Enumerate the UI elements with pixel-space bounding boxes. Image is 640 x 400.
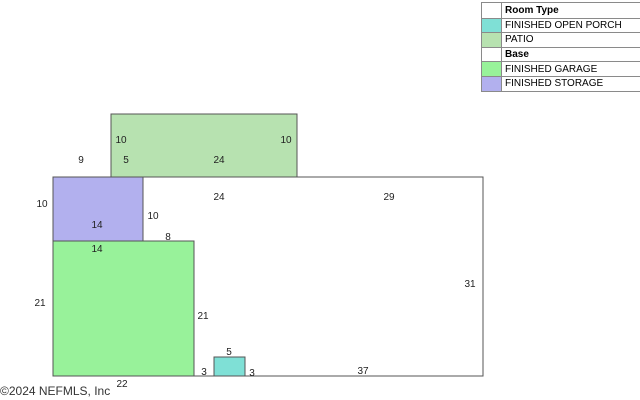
patio-dim-right: 10: [280, 135, 292, 146]
base-dim-8: 8: [165, 232, 171, 243]
legend-label: PATIO: [505, 34, 534, 46]
storage-dim-bottom: 14: [91, 244, 103, 255]
legend-swatch: [482, 62, 502, 76]
legend-item-finished-storage: FINISHED STORAGE: [482, 75, 640, 91]
patio-dim-bottom-left: 5: [123, 155, 129, 166]
legend-swatch: [482, 47, 502, 62]
legend-swatch: [482, 33, 502, 47]
legend-heading-base: Base: [482, 46, 640, 62]
patio-dim-left: 10: [115, 135, 127, 146]
base-dim-29: 29: [383, 192, 395, 203]
copyright-text: ©2024 NEFMLS, Inc: [0, 384, 111, 398]
legend-label: Base: [505, 49, 529, 61]
garage-dim-bottom: 22: [116, 379, 128, 390]
porch-dim-right: 3: [249, 368, 255, 379]
legend-item-finished-open-porch: FINISHED OPEN PORCH: [482, 17, 640, 33]
legend-swatch: [482, 3, 502, 18]
legend-label: FINISHED GARAGE: [505, 63, 598, 75]
legend-item-finished-garage: FINISHED GARAGE: [482, 61, 640, 76]
room-type-legend: Room Type FINISHED OPEN PORCH PATIO Base…: [481, 2, 640, 92]
legend-swatch: [482, 18, 502, 33]
base-dim-9: 9: [78, 155, 84, 166]
patio-area: [110, 113, 298, 178]
finished-storage-area: [52, 176, 144, 242]
base-dim-31: 31: [464, 279, 476, 290]
storage-dim-inner: 14: [91, 220, 103, 231]
storage-dim-right: 10: [147, 211, 159, 222]
legend-label: FINISHED OPEN PORCH: [505, 19, 622, 31]
garage-dim-left: 21: [34, 298, 46, 309]
porch-dim-left: 3: [201, 367, 207, 378]
legend-heading-room-type: Room Type: [482, 3, 640, 18]
garage-dim-right: 21: [197, 311, 209, 322]
storage-dim-left: 10: [36, 199, 48, 210]
base-dim-37: 37: [357, 366, 369, 377]
legend-swatch: [482, 76, 502, 91]
legend-label: FINISHED STORAGE: [505, 78, 604, 90]
base-dim-24: 24: [213, 192, 225, 203]
finished-open-porch-area: [213, 356, 246, 377]
porch-dim-top: 5: [226, 347, 232, 358]
legend-item-patio: PATIO: [482, 32, 640, 47]
patio-dim-bottom: 24: [213, 155, 225, 166]
legend-label: Room Type: [505, 4, 559, 16]
finished-garage-area: [52, 240, 195, 377]
